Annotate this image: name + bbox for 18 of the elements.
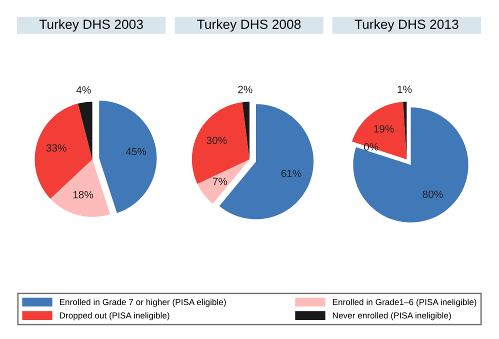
data-label: 45% [126, 148, 146, 156]
legend-label: Dropped out (PISA ineligible) [60, 312, 170, 320]
chart-title: Turkey DHS 2013 [354, 19, 458, 32]
data-label: 80% [422, 190, 443, 198]
data-label: 19% [374, 125, 394, 133]
legend-label: Never enrolled (PISA ineligible) [332, 312, 451, 320]
data-label: 4% [76, 86, 91, 94]
data-label: 2% [238, 86, 252, 94]
legend-label: Enrolled in Grade1–6 (PISA ineligible) [332, 298, 476, 307]
data-label: 18% [73, 191, 94, 198]
legend-label: Enrolled in Grade 7 or higher (PISA eligible) [60, 298, 226, 307]
data-label: 61% [281, 170, 302, 178]
data-label: 33% [46, 144, 66, 152]
data-label: 1% [398, 86, 412, 94]
chart-title: Turkey DHS 2008 [197, 19, 301, 32]
data-label: 30% [206, 136, 227, 144]
data-label: 7% [212, 178, 228, 186]
chart-title: Turkey DHS 2003 [39, 19, 143, 32]
